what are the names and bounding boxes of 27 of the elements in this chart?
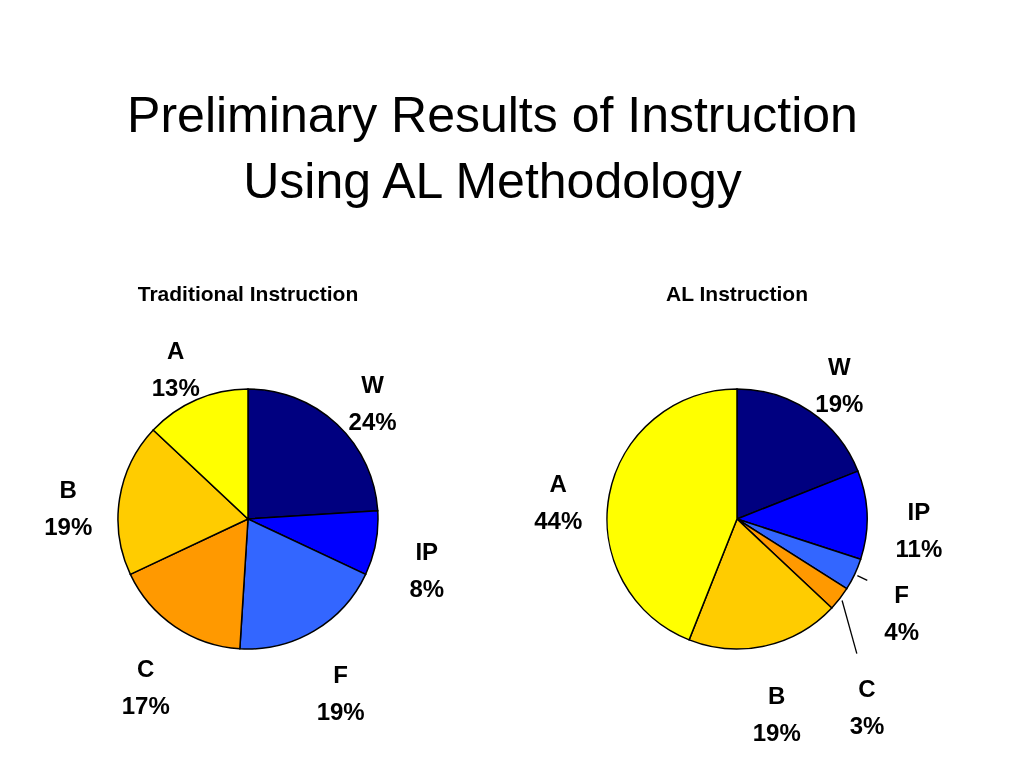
data-label: 8%: [409, 575, 445, 603]
chart-title: AL Instruction: [666, 282, 808, 305]
data-label: 11%: [895, 535, 943, 563]
slice-label: C: [858, 675, 876, 703]
data-label: 19%: [815, 390, 864, 418]
chart-subtitle: Traditional Instruction: [137, 282, 359, 305]
slice-label: B: [59, 475, 77, 503]
slice-label: F: [894, 581, 910, 609]
data-label: 3%: [849, 712, 885, 740]
slice-label: F: [333, 660, 348, 688]
data-label: 24%: [348, 408, 397, 436]
slice-label: W: [827, 353, 851, 381]
slice-label: IP: [415, 538, 439, 566]
slice-label: W: [361, 371, 385, 399]
data-label: 44%: [534, 506, 583, 534]
data-label: 19%: [752, 718, 801, 746]
data-label: 19%: [316, 697, 365, 725]
slice-label: A: [167, 336, 185, 364]
data-label: 17%: [121, 691, 170, 719]
slice-label: B: [768, 681, 786, 709]
data-label: 4%: [884, 618, 920, 646]
slice-label: C: [137, 654, 155, 682]
chart-title: Preliminary Results of Instruction Using AL Methodology: [127, 87, 858, 209]
slice-label: IP: [907, 498, 931, 526]
slice-label: A: [549, 469, 567, 497]
data-label: 19%: [44, 512, 93, 540]
data-label: 13%: [151, 373, 200, 401]
